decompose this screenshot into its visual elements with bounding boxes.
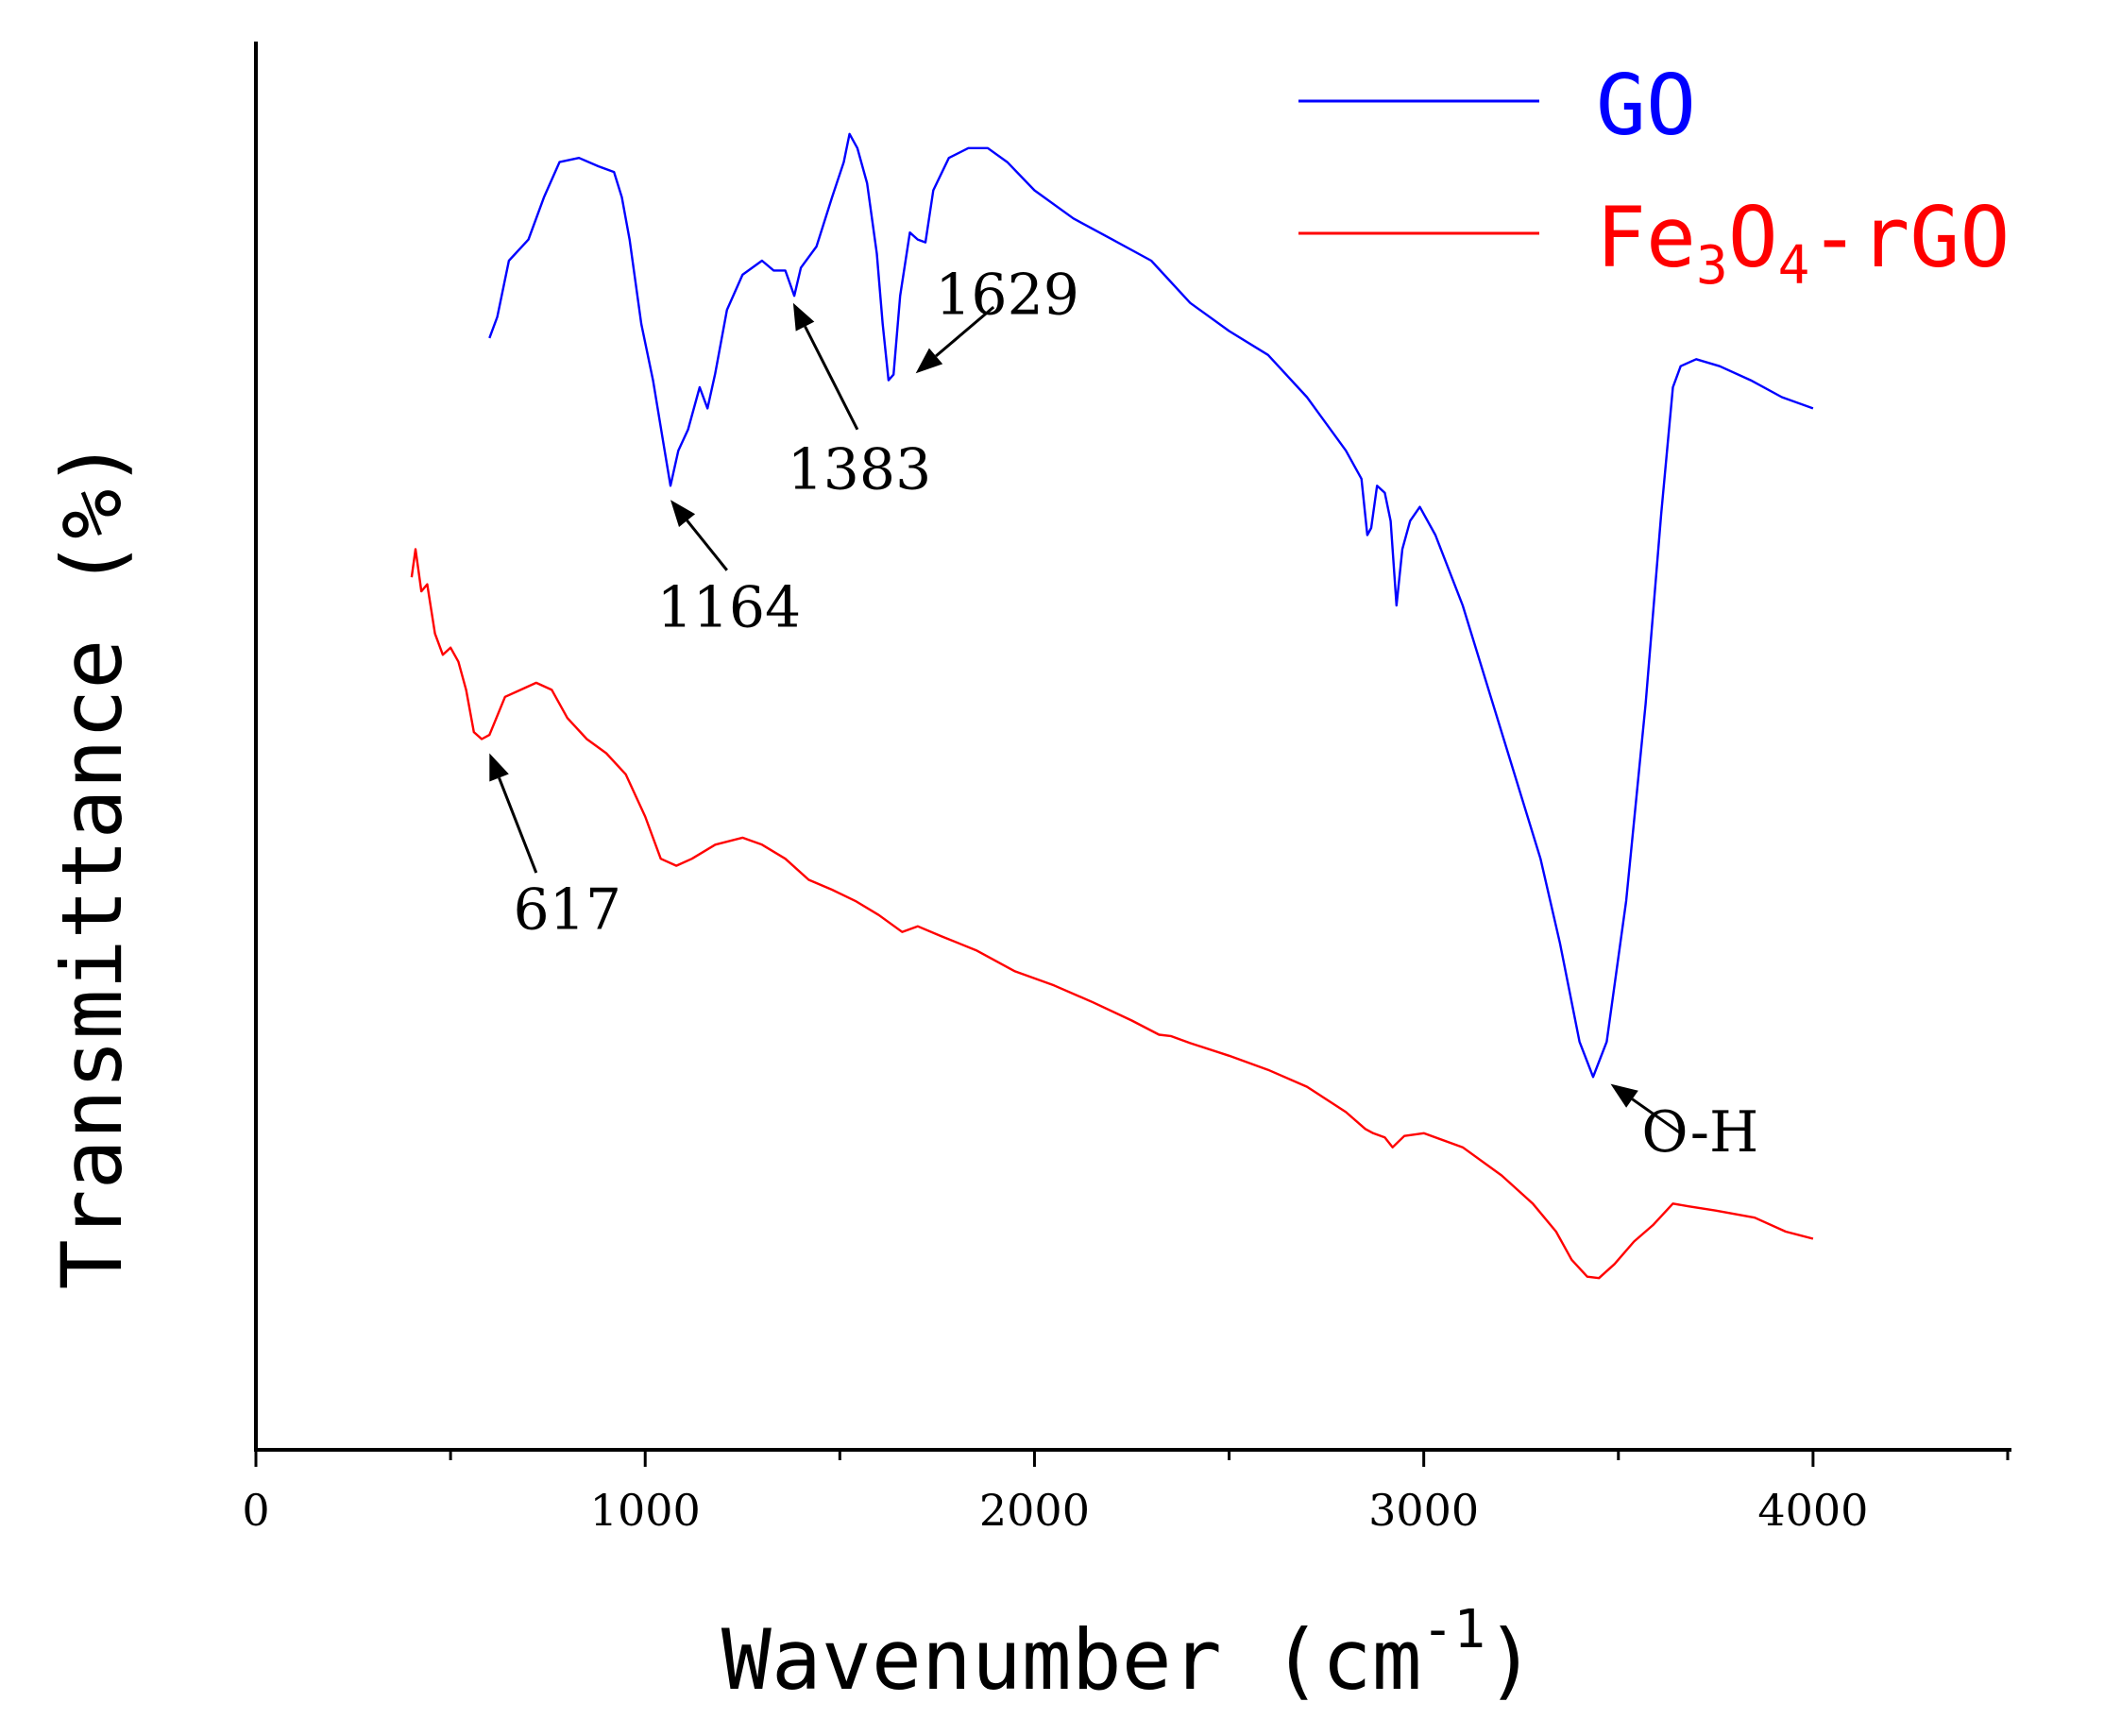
- series-layer: [410, 132, 1814, 1280]
- x-tick-label-1000: 1000: [590, 1485, 701, 1536]
- annotation-label-1629: 1629: [935, 263, 1079, 329]
- annotation-arrowhead-o-h: [1610, 1083, 1638, 1108]
- annotation-arrowhead-1383: [792, 302, 815, 332]
- x-tick-label-3000: 3000: [1368, 1485, 1479, 1536]
- annotation-arrow-1383: [804, 325, 859, 431]
- series-line-fe3o4-rgo: [410, 548, 1814, 1280]
- annotation-arrow-617: [498, 776, 538, 874]
- annotation-arrowhead-1164: [670, 500, 696, 527]
- annotation-arrowhead-1629: [915, 348, 943, 374]
- annotation-label-o-h: O-H: [1641, 1099, 1758, 1166]
- legend-label-fe3o4-rgo: Fe3O4-rGO: [1596, 189, 2010, 297]
- annotation-label-1383: 1383: [788, 436, 932, 502]
- annotation-label-617: 617: [514, 877, 622, 944]
- y-axis-title: Transmittance (%): [43, 439, 141, 1290]
- x-axis-title: Wavenumber (cm-1): [721, 1599, 1536, 1709]
- annotation-arrowhead-617: [489, 753, 509, 782]
- annotation-arrow-o-h: [1631, 1098, 1682, 1134]
- x-tick-label-0: 0: [242, 1485, 269, 1536]
- annotation-arrow-1629: [935, 305, 995, 358]
- annotation-layer: 1164 1383 1629 617 O-H: [489, 263, 1758, 1166]
- legend-label-go: GO: [1596, 57, 1696, 154]
- x-tick-label-4000: 4000: [1757, 1485, 1868, 1536]
- x-tick-label-2000: 2000: [979, 1485, 1090, 1536]
- annotation-arrow-1164: [686, 519, 728, 571]
- series-line-go: [488, 132, 1814, 1079]
- axes: 0 1000 2000 3000 4000: [242, 42, 2011, 1536]
- legend: GO Fe3O4-rGO: [1298, 57, 2010, 297]
- annotation-label-1164: 1164: [656, 574, 801, 640]
